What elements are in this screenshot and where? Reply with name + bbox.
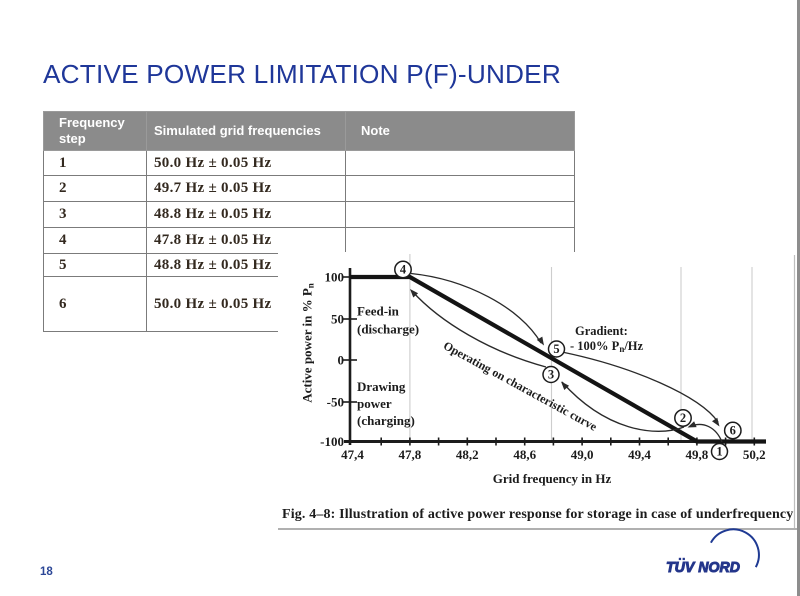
svg-text:(charging): (charging) — [357, 413, 415, 428]
svg-text:Gradient:: Gradient: — [575, 324, 628, 338]
svg-text:power: power — [357, 396, 392, 411]
svg-text:49,8: 49,8 — [686, 447, 709, 462]
svg-text:4: 4 — [400, 263, 407, 277]
svg-text:48,6: 48,6 — [513, 447, 536, 462]
svg-text:Drawing: Drawing — [357, 379, 406, 394]
svg-text:6: 6 — [730, 424, 736, 438]
svg-text:2: 2 — [680, 411, 686, 425]
svg-text:50,2: 50,2 — [743, 447, 766, 462]
svg-text:Active power in % Pn: Active power in % Pn — [300, 283, 316, 403]
svg-text:49,4: 49,4 — [628, 447, 651, 462]
svg-text:47,4: 47,4 — [341, 447, 364, 462]
svg-text:Feed-in: Feed-in — [357, 304, 400, 319]
svg-text:Fig. 4–8: Illustration of acti: Fig. 4–8: Illustration of active power r… — [282, 507, 793, 522]
svg-text:TUV NORD: TUV NORD — [666, 559, 740, 576]
svg-text:(discharge): (discharge) — [357, 322, 419, 337]
svg-text:1: 1 — [716, 445, 722, 459]
svg-text:Grid frequency in Hz: Grid frequency in Hz — [493, 471, 612, 486]
svg-text:100: 100 — [325, 270, 345, 285]
svg-text:50: 50 — [331, 312, 344, 327]
svg-text:-50: -50 — [327, 395, 344, 410]
svg-text:0: 0 — [338, 353, 345, 368]
svg-text:47,8: 47,8 — [399, 447, 422, 462]
svg-text:49,0: 49,0 — [571, 447, 594, 462]
svg-text:- 100% Pn/Hz: - 100% Pn/Hz — [570, 339, 644, 354]
svg-text:3: 3 — [548, 368, 554, 382]
svg-text:48,2: 48,2 — [456, 447, 479, 462]
svg-text:-100: -100 — [320, 434, 344, 449]
svg-text:5: 5 — [553, 342, 559, 356]
